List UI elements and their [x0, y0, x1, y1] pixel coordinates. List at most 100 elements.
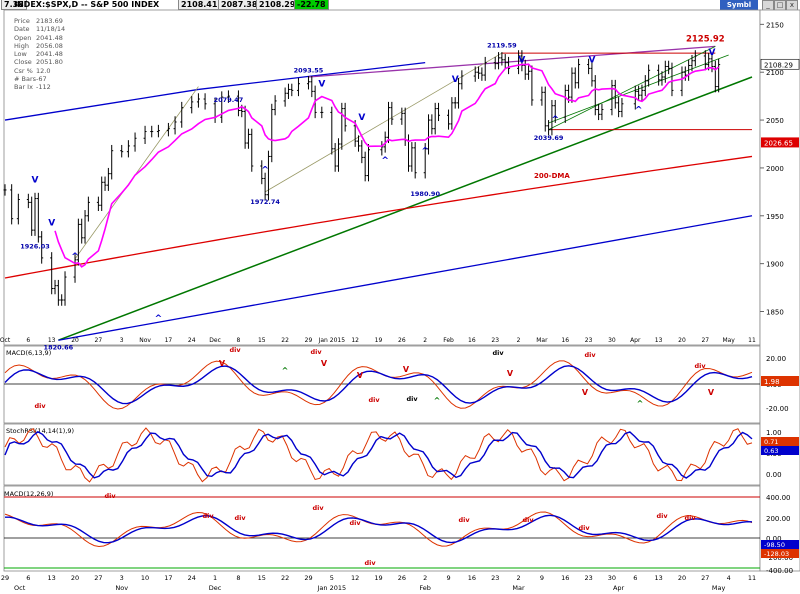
x-tick-label: 3: [120, 574, 124, 582]
x-mid-label: 3: [120, 337, 124, 344]
x-mid-label: 2: [517, 337, 521, 344]
x-mid-label: 13: [48, 337, 56, 344]
panel-frame: [3, 9, 761, 346]
stoch-last-label-2: 0.63: [764, 447, 778, 455]
signal-mark: V: [357, 371, 364, 380]
y-tick-label: 2100: [766, 69, 784, 77]
x-tick-label: 13: [48, 574, 56, 582]
data-window-row: Bar Ix -112: [14, 83, 51, 92]
signal-mark: V: [582, 388, 589, 397]
data-window-row: Low 2041.48: [14, 50, 63, 58]
y-tick-label: 200.00: [766, 515, 791, 523]
data-window-value: -67: [36, 75, 47, 84]
div-label: div: [522, 516, 534, 524]
low-value: 2087.38: [218, 0, 261, 10]
x-mid-label: 19: [375, 337, 383, 344]
price-annotation: 1980.90: [410, 190, 440, 198]
x-mid-label: 24: [188, 337, 196, 344]
x-month-label: Dec: [209, 584, 222, 592]
data-window-value: 2041.48: [36, 50, 63, 59]
macd-slow-line: [4, 365, 753, 405]
data-window-value: -112: [36, 83, 51, 92]
signal-mark: V: [708, 388, 715, 397]
last-price-label: 2108.29: [764, 61, 793, 69]
x-month-label: Mar: [512, 584, 525, 592]
div-label: div: [492, 349, 504, 357]
panel-title: MACD(12,26,9): [4, 490, 53, 498]
x-mid-label: 16: [468, 337, 476, 344]
data-window-label: # Bars: [14, 75, 37, 84]
x-tick-label: 12: [351, 574, 359, 582]
y-tick-label: 1.00: [766, 429, 782, 437]
panel-title: MACD(6,13,9): [6, 349, 51, 357]
panel-frame: [3, 485, 761, 572]
trend-line: [4, 88, 199, 121]
signal-mark: ^: [381, 156, 389, 166]
y-tick-label: 2050: [766, 117, 784, 125]
signal-mark: V: [358, 113, 365, 123]
x-mid-label: Oct: [0, 337, 11, 344]
y-tick-label: 0.00: [766, 535, 782, 543]
price-annotation: 200-DMA: [534, 172, 570, 180]
x-month-label: Oct: [14, 584, 26, 592]
x-tick-label: 29: [304, 574, 312, 582]
trend-line: [308, 45, 716, 78]
signal-mark: ^: [637, 399, 644, 408]
price-annotation: 1926.03: [20, 243, 50, 251]
symbol-button[interactable]: Symbl: [720, 0, 758, 10]
x-tick-label: 16: [561, 574, 569, 582]
x-mid-label: 29: [305, 337, 313, 344]
trend-line: [58, 215, 753, 341]
stochrsi-signal-line: [4, 430, 753, 479]
div-label: div: [458, 516, 470, 524]
change-value: -22.78: [294, 0, 329, 10]
interval-box: 7.38: [1, 0, 27, 10]
x-mid-label: May: [722, 337, 735, 344]
x-tick-label: 8: [236, 574, 240, 582]
data-window-label: Close: [14, 58, 32, 67]
x-tick-label: 30: [608, 574, 616, 582]
x-tick-label: 6: [633, 574, 637, 582]
x-mid-label: Mar: [536, 337, 548, 344]
div-label: div: [364, 559, 376, 567]
x-month-label: Jan 2015: [316, 584, 346, 592]
panel-title: StochRSI(14,14(1),9): [6, 427, 74, 435]
x-tick-label: 27: [94, 574, 102, 582]
data-window-label: Bar Ix: [14, 83, 33, 92]
right-axis: [759, 9, 800, 572]
signal-mark: ^: [635, 105, 643, 115]
x-mid-label: 15: [258, 337, 266, 344]
price-annotation: 2125.92: [686, 34, 725, 44]
x-tick-label: 20: [678, 574, 686, 582]
price-annotation: 1820.66: [44, 344, 74, 352]
macd2-last-label: -98.50: [764, 541, 785, 549]
div-label: div: [310, 348, 322, 356]
last-price-box: [760, 58, 800, 70]
x-tick-label: 6: [26, 574, 30, 582]
x-tick-label: 26: [398, 574, 406, 582]
div-label: div: [656, 512, 668, 520]
x-tick-label: 19: [374, 574, 382, 582]
x-mid-label: 13: [655, 337, 663, 344]
signal-mark: ^: [551, 115, 559, 125]
macd-last-box: [761, 376, 799, 386]
stoch-last-box: [761, 437, 799, 446]
x-tick-label: 27: [701, 574, 709, 582]
price-annotation: 2039.69: [534, 134, 564, 142]
x-mid-label: 8: [237, 337, 241, 344]
div-label: div: [202, 512, 214, 520]
x-tick-label: 9: [540, 574, 544, 582]
x-mid-label: 23: [585, 337, 593, 344]
signal-mark: ^: [261, 166, 269, 176]
chart-title: INDEX:$SPX,D -- S&P 500 INDEX: [14, 0, 160, 9]
macd-last-label: 1.98: [764, 378, 780, 386]
x-mid-label: 2: [423, 337, 427, 344]
x-mid-label: 27: [701, 337, 709, 344]
data-window-value: 2041.48: [36, 33, 63, 42]
signal-mark: ^: [282, 366, 289, 375]
x-mid-label: 17: [165, 337, 173, 344]
ma200-value-label: 2026.65: [764, 139, 793, 147]
x-mid-label: Nov: [139, 337, 151, 344]
signal-mark: V: [321, 359, 328, 368]
